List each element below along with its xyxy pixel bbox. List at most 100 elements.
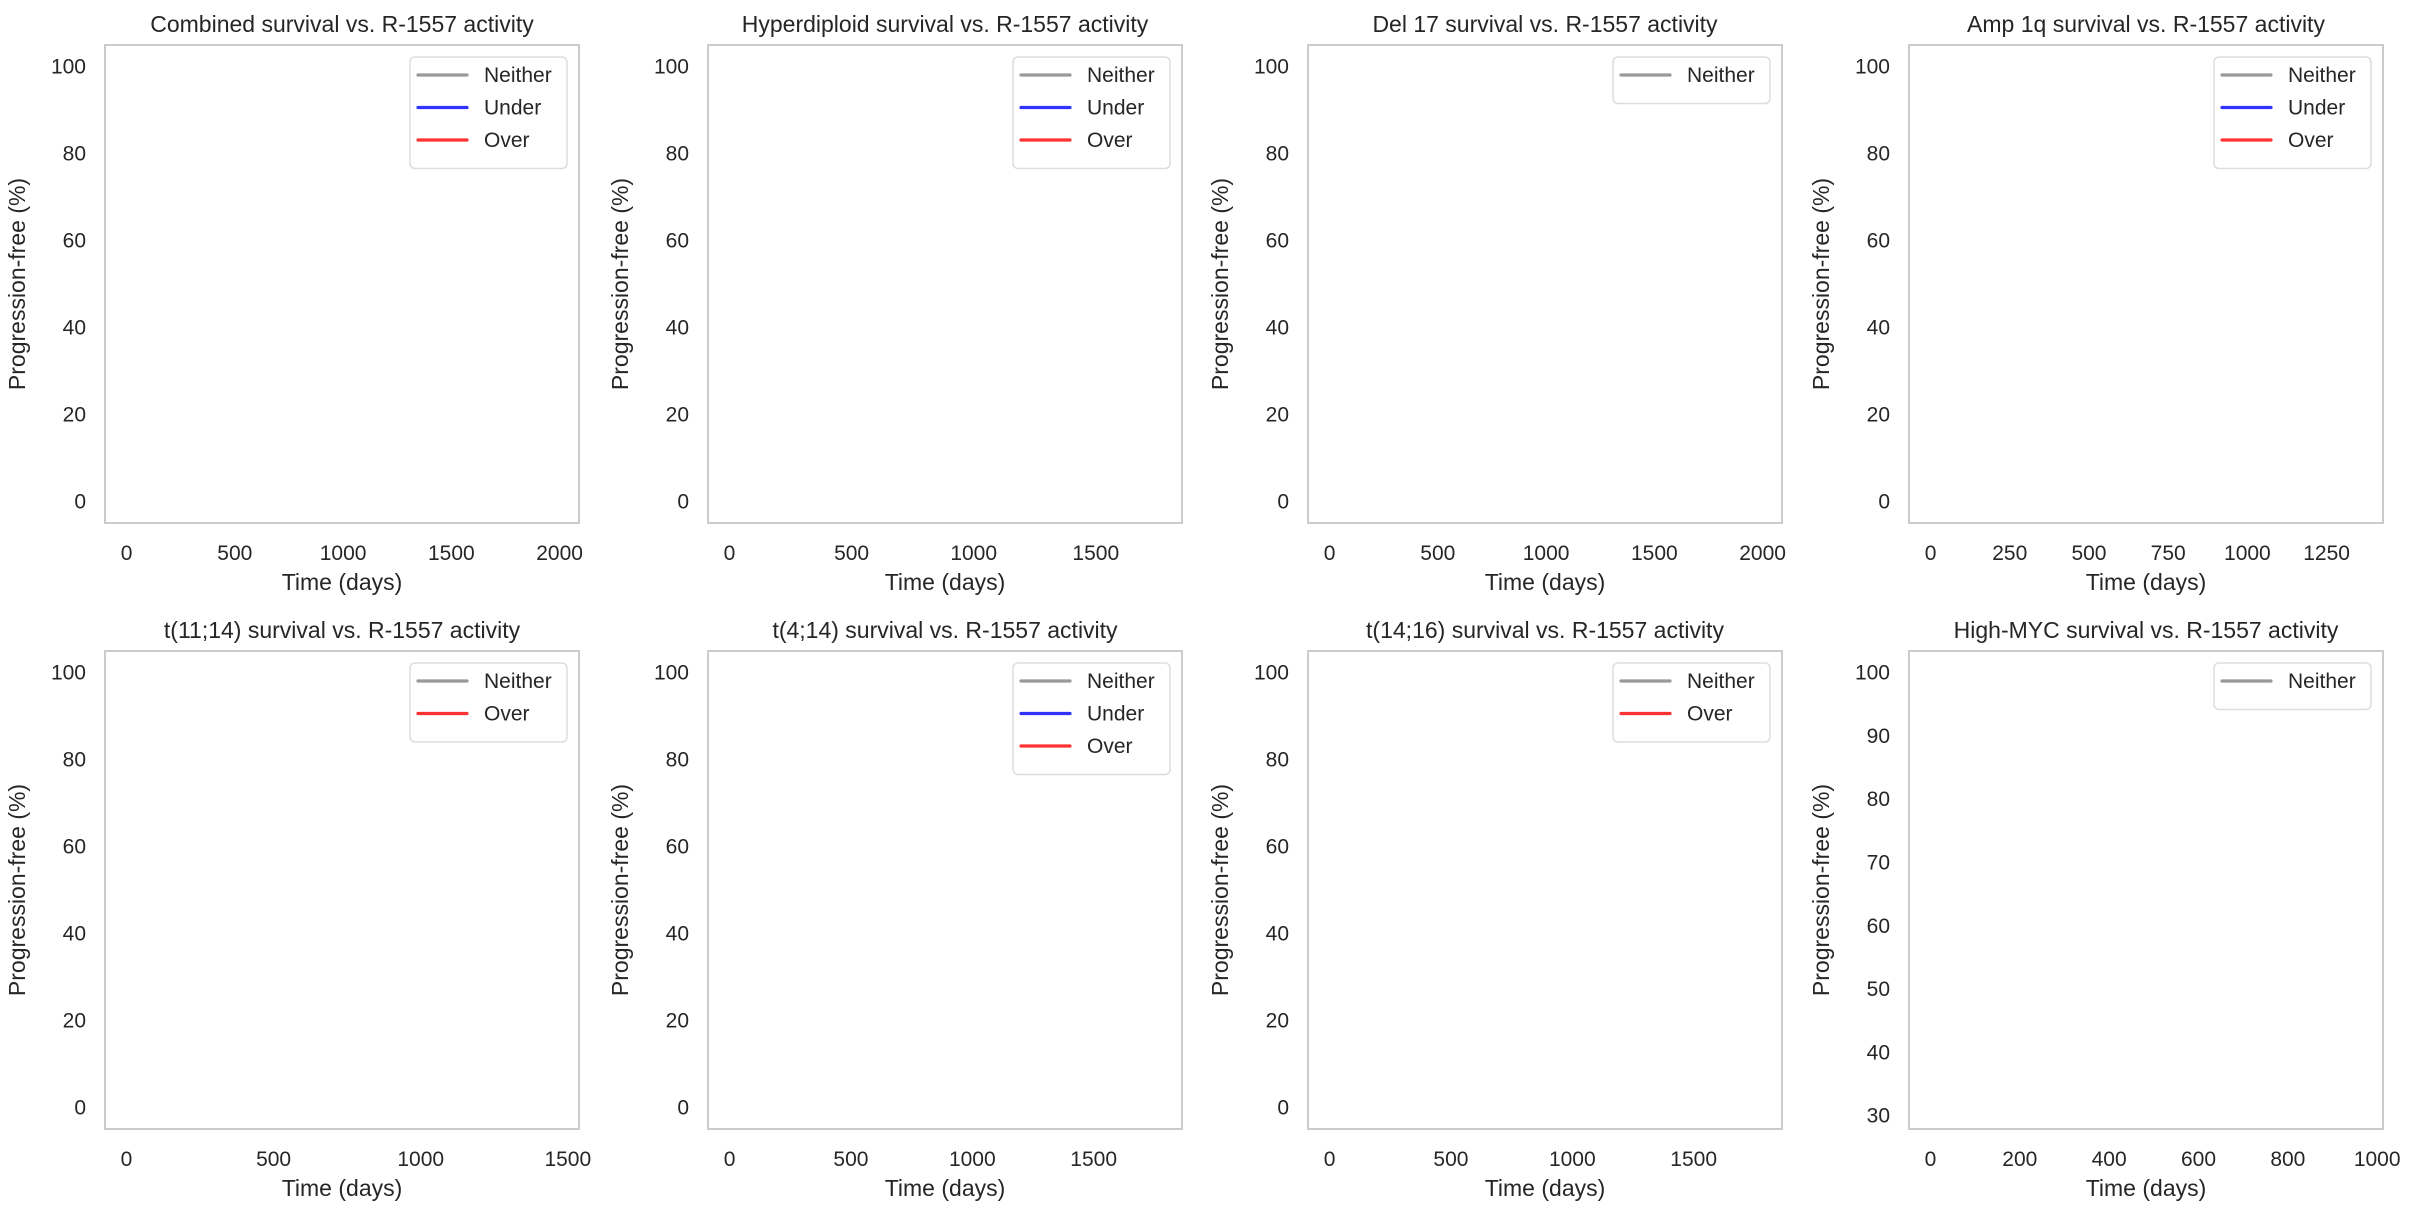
y-tick-label: 0: [677, 490, 689, 513]
y-tick-label: 60: [63, 836, 86, 859]
y-tick-label: 0: [1277, 1096, 1289, 1119]
x-tick-label: 1500: [1070, 1148, 1117, 1171]
x-tick-label: 1500: [1631, 542, 1678, 565]
y-axis-label: Progression-free (%): [607, 178, 633, 390]
y-tick-label: 20: [1266, 1009, 1289, 1032]
y-tick-label: 100: [1254, 56, 1289, 79]
x-tick-label: 1000: [320, 542, 367, 565]
chart-panel-4: 0 250 500 750 1000 1250 0 20 40 60 80 100 Amp 1q sur…: [1808, 11, 2384, 595]
y-tick-label: 20: [1266, 403, 1289, 426]
y-tick-label: 100: [1855, 662, 1890, 685]
x-tick-label: 1250: [2303, 542, 2350, 565]
chart-title: t(11;14) survival vs. R-1557 activity: [164, 617, 521, 643]
x-tick-label: 0: [1324, 542, 1336, 565]
x-tick-label: 800: [2270, 1148, 2305, 1171]
x-tick-label: 1000: [1523, 542, 1570, 565]
chart-title: Combined survival vs. R-1557 activity: [150, 11, 534, 37]
x-axis-label: Time (days): [2086, 569, 2207, 595]
legend-label-over: Over: [484, 129, 530, 152]
legend: Neither Over: [409, 662, 568, 743]
chart-title: High-MYC survival vs. R-1557 activity: [1954, 617, 2339, 643]
x-axis-label: Time (days): [1485, 1175, 1606, 1201]
y-tick-label: 100: [1254, 662, 1289, 685]
y-tick-label: 20: [666, 403, 689, 426]
legend: Neither: [1612, 56, 1771, 105]
legend-box: [2213, 662, 2372, 711]
y-tick-label: 0: [677, 1096, 689, 1119]
chart-panel-8: 0 200 400 600 800 1000 30 40 50 60 70 80 90 100 High-M…: [1808, 617, 2401, 1201]
x-tick-label: 0: [1324, 1148, 1336, 1171]
y-tick-label: 100: [1855, 56, 1890, 79]
x-tick-label: 1000: [397, 1148, 444, 1171]
x-tick-label: 200: [2002, 1148, 2037, 1171]
legend: Neither Under Over: [2213, 56, 2372, 170]
chart-panel-6: 0 500 1000 1500 0 20 40 60 80 100 t(4;14) survival…: [607, 617, 1183, 1201]
y-tick-label: 0: [1277, 490, 1289, 513]
y-axis-label: Progression-free (%): [4, 178, 30, 390]
x-tick-label: 500: [1420, 542, 1455, 565]
x-tick-label: 250: [1992, 542, 2027, 565]
y-tick-label: 100: [654, 56, 689, 79]
y-tick-label: 100: [51, 662, 86, 685]
chart-title: t(14;16) survival vs. R-1557 activity: [1366, 617, 1724, 643]
x-tick-label: 500: [1433, 1148, 1468, 1171]
x-tick-label: 500: [833, 1148, 868, 1171]
chart-panel-1: 0 500 1000 1500 2000 0 20 40 60 80 100 Combined sur…: [4, 11, 583, 595]
y-tick-label: 20: [1867, 403, 1890, 426]
legend-box: [1612, 56, 1771, 105]
legend-label-over: Over: [2288, 129, 2334, 152]
legend-label-under: Under: [484, 97, 541, 120]
y-tick-label: 80: [63, 749, 86, 772]
x-tick-label: 0: [1925, 1148, 1937, 1171]
legend-label-under: Under: [2288, 97, 2345, 120]
legend-label-over: Over: [1087, 129, 1133, 152]
y-tick-label: 40: [666, 316, 689, 339]
legend-label-neither: Neither: [484, 670, 552, 693]
x-tick-label: 0: [724, 542, 736, 565]
y-tick-label: 20: [666, 1009, 689, 1032]
x-tick-label: 500: [217, 542, 252, 565]
y-tick-label: 70: [1867, 851, 1890, 874]
y-tick-label: 50: [1867, 978, 1890, 1001]
y-tick-label: 80: [63, 143, 86, 166]
legend-box: [409, 662, 568, 743]
y-tick-label: 100: [51, 56, 86, 79]
chart-panel-3: 0 500 1000 1500 2000 0 20 40 60 80 100 Del 17 survi…: [1207, 11, 1786, 595]
y-tick-label: 60: [1867, 915, 1890, 938]
y-axis-label: Progression-free (%): [4, 784, 30, 996]
x-tick-label: 2000: [536, 542, 583, 565]
legend-label-over: Over: [1687, 703, 1733, 726]
chart-panel-2: 0 500 1000 1500 0 20 40 60 80 100 Hyperdiploid sur…: [607, 11, 1183, 595]
y-tick-label: 0: [1878, 490, 1890, 513]
y-tick-label: 40: [1867, 1041, 1890, 1064]
y-tick-label: 0: [74, 1096, 86, 1119]
y-tick-label: 60: [1266, 230, 1289, 253]
y-tick-label: 0: [74, 490, 86, 513]
y-tick-label: 80: [666, 143, 689, 166]
chart-panel-7: 0 500 1000 1500 0 20 40 60 80 100 t(14;16) surviva…: [1207, 617, 1783, 1201]
legend-label-neither: Neither: [1687, 64, 1755, 87]
y-tick-label: 80: [1266, 749, 1289, 772]
y-tick-label: 60: [1266, 836, 1289, 859]
x-tick-label: 400: [2092, 1148, 2127, 1171]
chart-title: Amp 1q survival vs. R-1557 activity: [1967, 11, 2325, 37]
x-tick-label: 1500: [1072, 542, 1119, 565]
x-axis-label: Time (days): [2086, 1175, 2207, 1201]
x-tick-label: 0: [724, 1148, 736, 1171]
x-tick-label: 1500: [1670, 1148, 1717, 1171]
x-axis-label: Time (days): [282, 569, 403, 595]
x-tick-label: 1000: [2354, 1148, 2401, 1171]
x-axis-label: Time (days): [282, 1175, 403, 1201]
x-tick-label: 1000: [1549, 1148, 1596, 1171]
legend: Neither: [2213, 662, 2372, 711]
legend-label-neither: Neither: [1087, 64, 1155, 87]
x-tick-label: 500: [256, 1148, 291, 1171]
legend-label-neither: Neither: [1687, 670, 1755, 693]
y-axis-label: Progression-free (%): [1207, 178, 1233, 390]
x-tick-label: 500: [834, 542, 869, 565]
y-tick-label: 80: [666, 749, 689, 772]
x-tick-label: 600: [2181, 1148, 2216, 1171]
y-tick-label: 40: [63, 316, 86, 339]
legend: Neither Under Over: [1012, 662, 1171, 776]
x-axis-label: Time (days): [885, 569, 1006, 595]
